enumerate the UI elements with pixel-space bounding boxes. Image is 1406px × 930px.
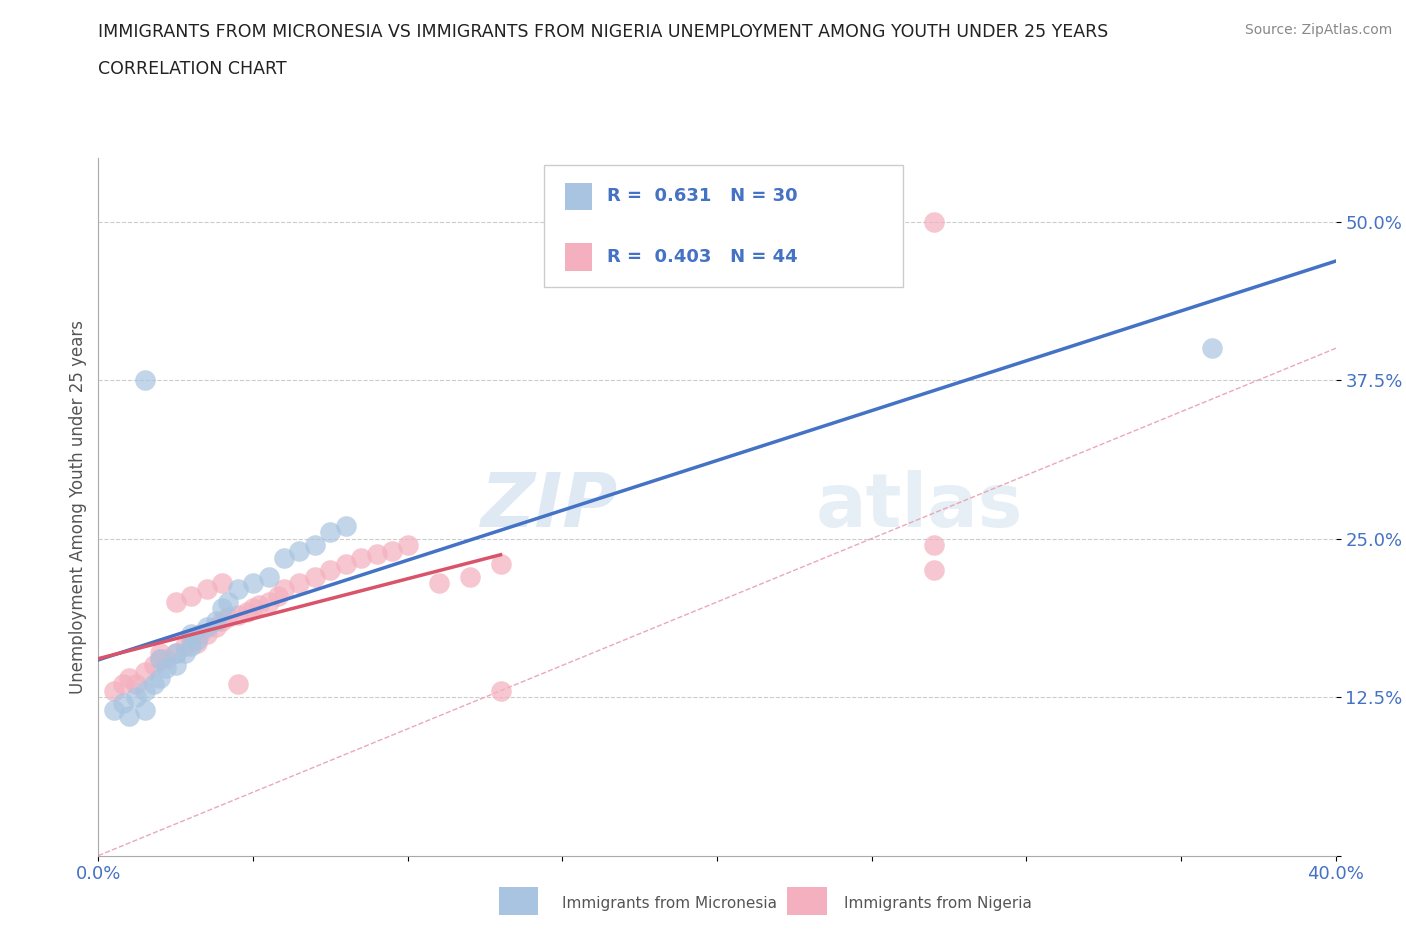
Point	[242, 576, 264, 591]
Point	[211, 601, 233, 616]
Point	[922, 214, 945, 229]
Point	[273, 551, 295, 565]
Point	[226, 677, 249, 692]
Text: IMMIGRANTS FROM MICRONESIA VS IMMIGRANTS FROM NIGERIA UNEMPLOYMENT AMONG YOUTH U: IMMIGRANTS FROM MICRONESIA VS IMMIGRANTS…	[98, 23, 1109, 41]
Point	[489, 684, 512, 698]
Point	[103, 702, 125, 717]
Point	[205, 614, 228, 629]
Y-axis label: Unemployment Among Youth under 25 years: Unemployment Among Youth under 25 years	[69, 320, 87, 694]
Point	[143, 658, 166, 672]
Point	[489, 556, 512, 571]
Point	[180, 632, 202, 647]
Text: Immigrants from Micronesia: Immigrants from Micronesia	[562, 897, 778, 911]
Bar	[565, 182, 592, 210]
Text: CORRELATION CHART: CORRELATION CHART	[98, 60, 287, 78]
Point	[134, 373, 156, 388]
Point	[190, 626, 212, 641]
Point	[112, 696, 135, 711]
FancyBboxPatch shape	[544, 166, 903, 287]
Point	[195, 620, 218, 635]
Point	[396, 538, 419, 552]
Text: R =  0.403   N = 44: R = 0.403 N = 44	[607, 248, 797, 266]
Point	[174, 645, 197, 660]
Point	[155, 652, 177, 667]
Point	[288, 544, 311, 559]
Point	[319, 563, 342, 578]
Point	[366, 546, 388, 561]
Point	[149, 652, 172, 667]
Point	[186, 632, 208, 647]
Point	[195, 626, 218, 641]
Point	[335, 518, 357, 533]
Point	[134, 684, 156, 698]
Text: Source: ZipAtlas.com: Source: ZipAtlas.com	[1244, 23, 1392, 37]
Text: R =  0.631   N = 30: R = 0.631 N = 30	[607, 188, 797, 206]
Bar	[565, 244, 592, 272]
Point	[217, 610, 239, 625]
Point	[319, 525, 342, 539]
Point	[922, 538, 945, 552]
Bar	[787, 887, 827, 915]
Point	[149, 671, 172, 685]
Point	[180, 588, 202, 603]
Bar	[499, 887, 538, 915]
Point	[247, 597, 270, 612]
Point	[103, 684, 125, 698]
Point	[226, 607, 249, 622]
Point	[165, 645, 187, 660]
Point	[1201, 341, 1223, 356]
Point	[226, 582, 249, 597]
Point	[143, 677, 166, 692]
Point	[155, 660, 177, 675]
Point	[112, 677, 135, 692]
Point	[124, 690, 146, 705]
Point	[211, 614, 233, 629]
Point	[304, 569, 326, 584]
Point	[165, 594, 187, 609]
Point	[180, 626, 202, 641]
Point	[257, 569, 280, 584]
Point	[288, 576, 311, 591]
Point	[267, 588, 290, 603]
Point	[458, 569, 481, 584]
Point	[335, 556, 357, 571]
Point	[236, 604, 259, 619]
Point	[174, 639, 197, 654]
Point	[350, 551, 373, 565]
Point	[118, 709, 141, 724]
Point	[922, 563, 945, 578]
Text: Immigrants from Nigeria: Immigrants from Nigeria	[844, 897, 1032, 911]
Point	[381, 544, 404, 559]
Point	[205, 620, 228, 635]
Point	[217, 594, 239, 609]
Text: atlas: atlas	[815, 471, 1024, 543]
Point	[118, 671, 141, 685]
Point	[195, 582, 218, 597]
Point	[134, 702, 156, 717]
Point	[186, 635, 208, 650]
Point	[149, 645, 172, 660]
Point	[165, 658, 187, 672]
Point	[180, 639, 202, 654]
Point	[257, 594, 280, 609]
Point	[165, 645, 187, 660]
Point	[134, 664, 156, 679]
Point	[427, 576, 450, 591]
Text: ZIP: ZIP	[481, 471, 619, 543]
Point	[149, 652, 172, 667]
Point	[242, 601, 264, 616]
Point	[124, 677, 146, 692]
Point	[273, 582, 295, 597]
Point	[304, 538, 326, 552]
Point	[211, 576, 233, 591]
